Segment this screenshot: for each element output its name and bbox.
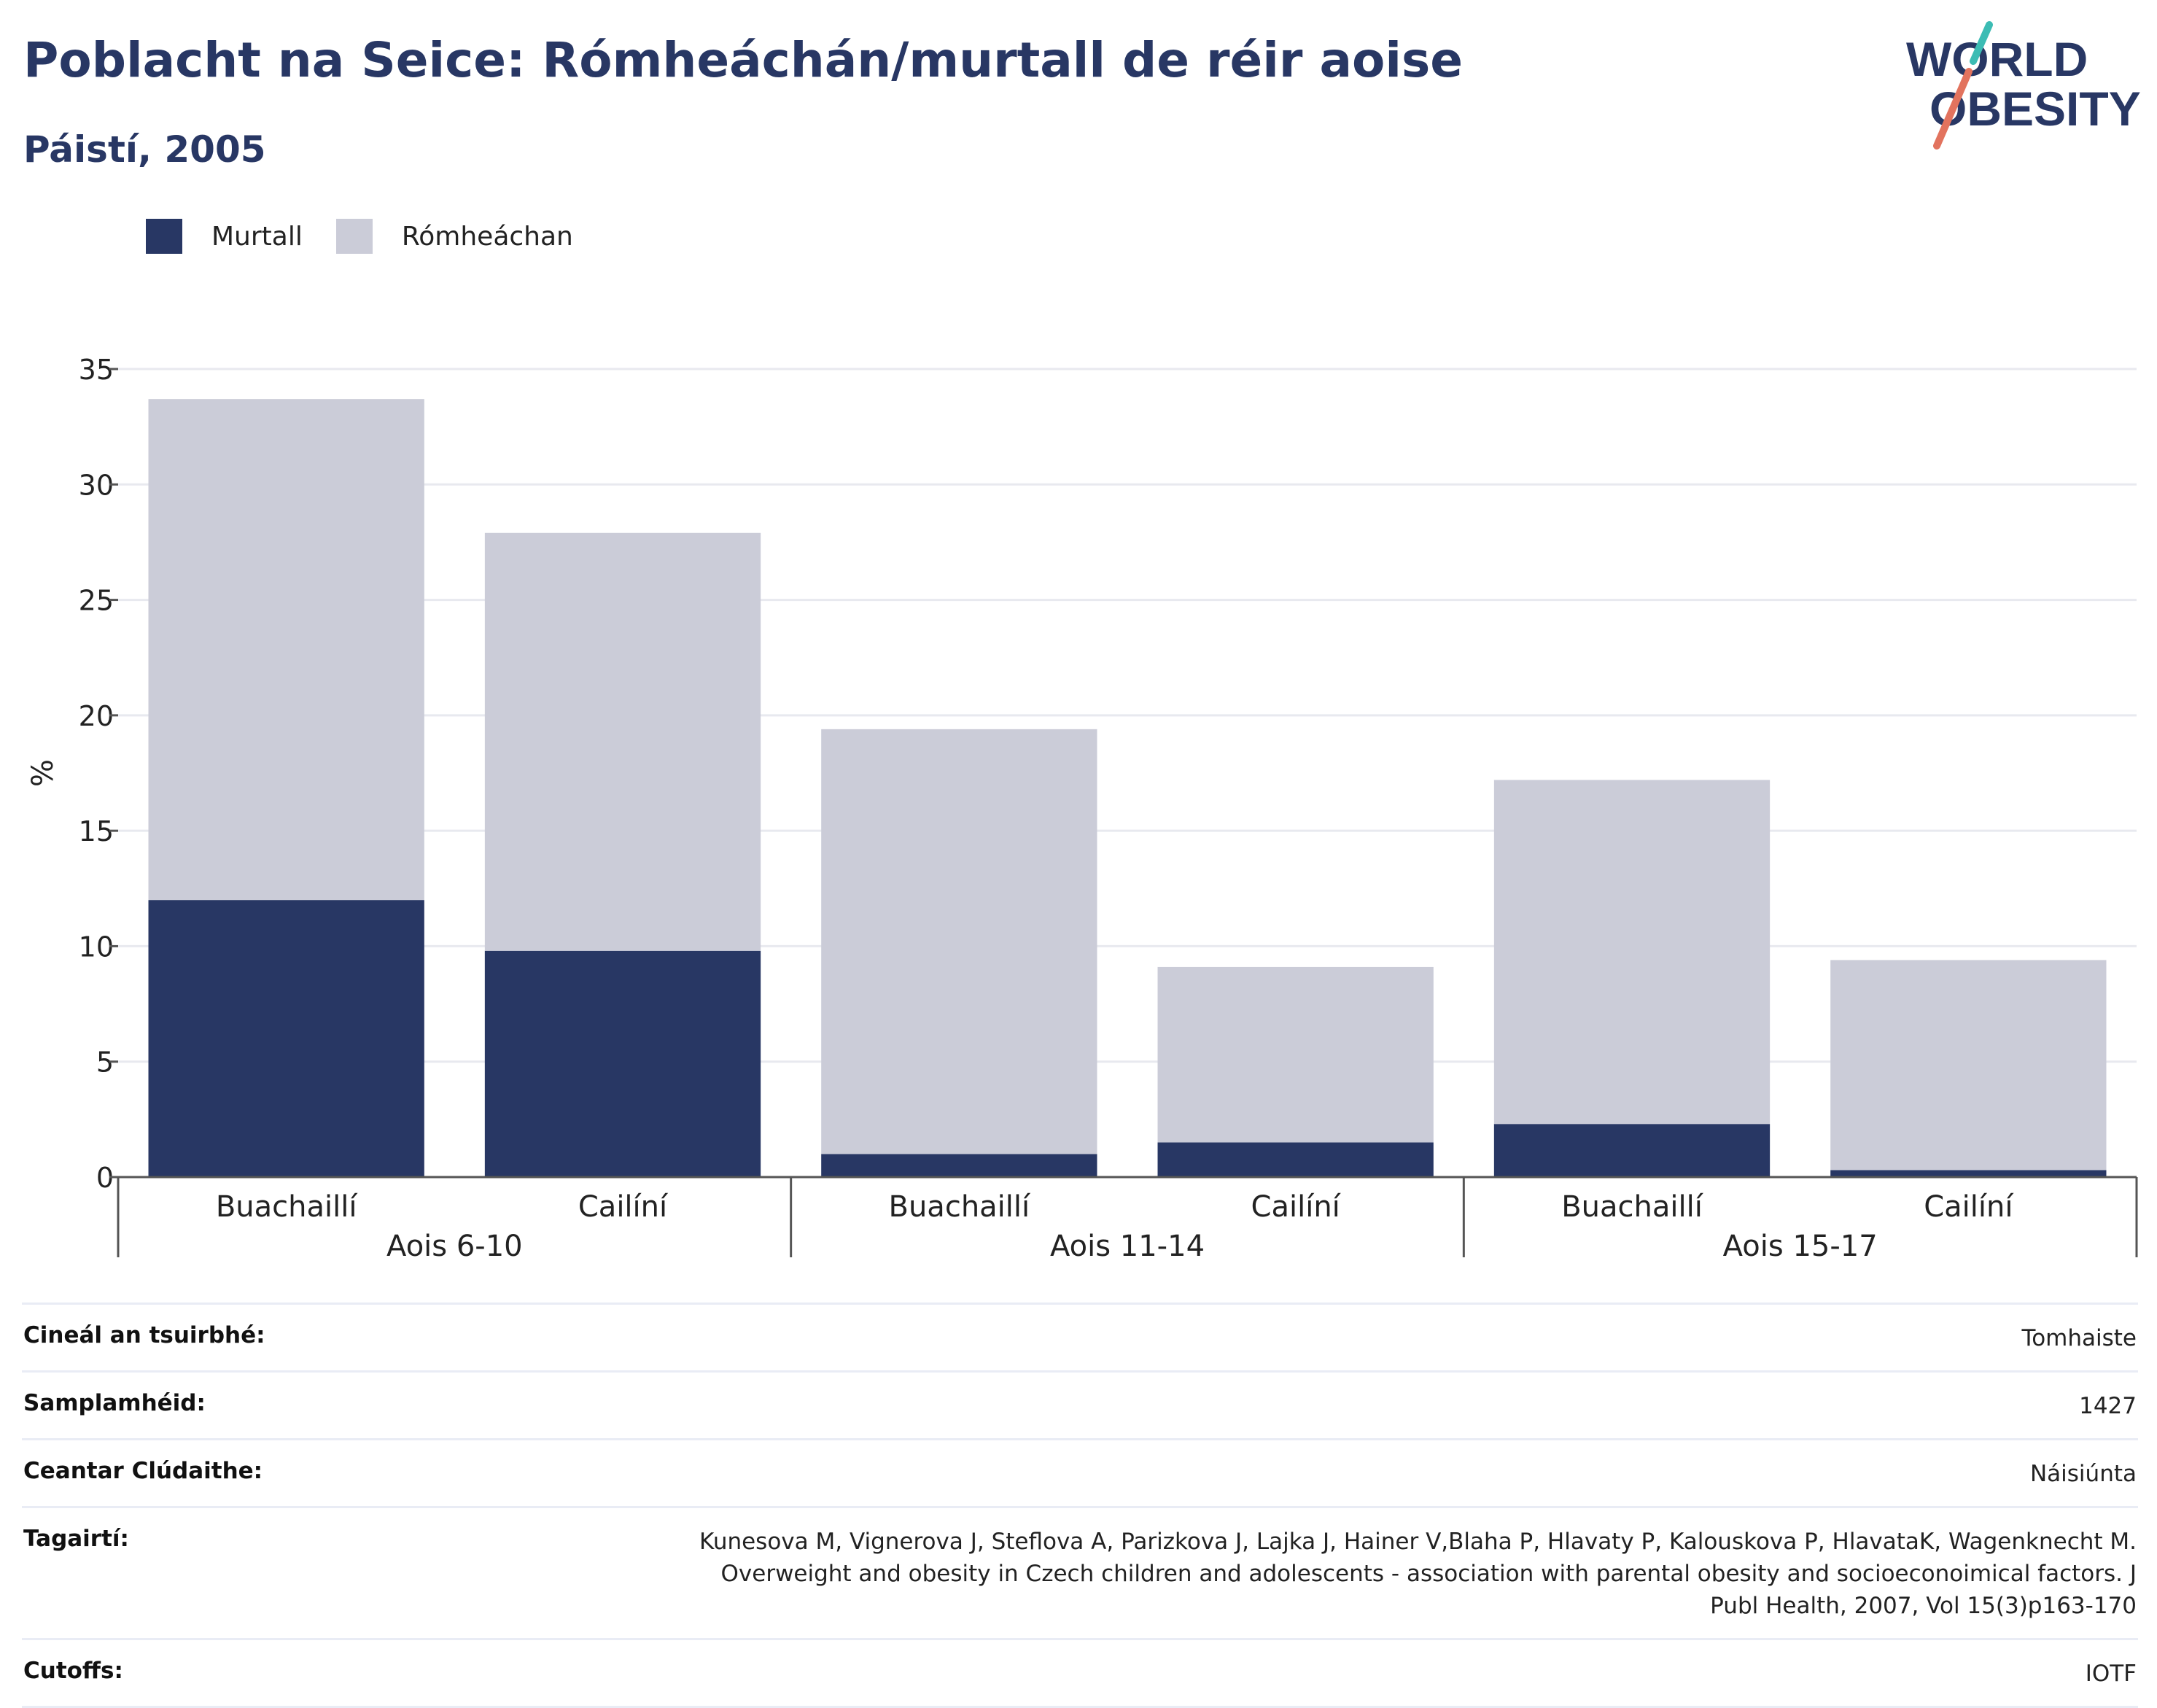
y-tick-label: 10: [79, 931, 114, 963]
info-value: 1427: [2079, 1393, 2137, 1419]
bar-romheachan: [1157, 966, 1434, 1143]
y-tick-label: 35: [79, 354, 114, 386]
info-row-cutoffs: Cutoffs: IOTF: [22, 1638, 2138, 1708]
group-label: Aois 15-17: [1723, 1230, 1878, 1263]
y-axis-label: %: [26, 759, 60, 787]
info-key: Cutoffs:: [23, 1658, 123, 1684]
world-obesity-logo: WORLD OBESITY: [1906, 21, 2141, 150]
bar-murtall: [821, 1154, 1097, 1177]
y-tick-label: 20: [79, 700, 114, 732]
survey-info-table: Cineál an tsuirbhé: Tomhaiste Samplamhéi…: [22, 1303, 2138, 1708]
bar-romheachan: [1830, 960, 2107, 1171]
legend-item-murtall[interactable]: Murtall: [146, 219, 303, 254]
info-row-area-covered: Ceantar Clúdaithe: Náisiúnta: [22, 1438, 2138, 1506]
bar-murtall: [1493, 1124, 1771, 1177]
chart-subtitle: Páistí, 2005: [23, 128, 266, 171]
info-value: IOTF: [2085, 1661, 2137, 1687]
y-tick-label: 30: [79, 469, 114, 501]
x-tick-label: Buachaillí: [216, 1190, 359, 1224]
chart-legend: Murtall Rómheáchan: [146, 217, 607, 255]
logo-text-world: WORLD: [1906, 32, 2088, 86]
group-label: Aois 11-14: [1050, 1230, 1205, 1263]
bar-murtall: [484, 950, 761, 1177]
x-tick-label: Cailíní: [1924, 1190, 2014, 1224]
info-key: Tagairtí:: [23, 1526, 129, 1552]
bar-murtall: [1830, 1170, 2107, 1177]
group-label: Aois 6-10: [386, 1230, 523, 1263]
logo-slash-coral: [1933, 68, 1973, 150]
bar-romheachan: [148, 399, 424, 901]
logo-slash-teal: [1970, 21, 1993, 65]
x-tick-label: Buachaillí: [1561, 1190, 1704, 1224]
info-key: Ceantar Clúdaithe:: [23, 1458, 263, 1484]
bar-romheachan: [1493, 780, 1771, 1125]
info-key: Samplamhéid:: [23, 1390, 206, 1416]
info-key: Cineál an tsuirbhé:: [23, 1322, 265, 1348]
legend-swatch-murtall: [146, 219, 182, 254]
legend-swatch-romheachan: [335, 219, 373, 254]
legend-item-romheachan[interactable]: Rómheáchan: [335, 219, 573, 254]
info-row-references: Tagairtí: Kunesova M, Vignerova J, Stefl…: [22, 1506, 2138, 1638]
logo-text-obesity: OBESITY: [1929, 82, 2141, 136]
info-row-survey-type: Cineál an tsuirbhé: Tomhaiste: [22, 1303, 2138, 1370]
info-value: Náisiúnta: [2029, 1461, 2137, 1487]
bar-romheachan: [821, 729, 1097, 1154]
info-value: Kunesova M, Vignerova J, Steflova A, Par…: [699, 1529, 2137, 1619]
legend-label-murtall: Murtall: [211, 221, 303, 252]
info-row-sample-size: Samplamhéid: 1427: [22, 1370, 2138, 1438]
legend-label-romheachan: Rómheáchan: [401, 221, 573, 252]
bar-murtall: [148, 900, 424, 1177]
info-value: Tomhaiste: [2021, 1325, 2137, 1351]
bar-murtall: [1157, 1142, 1434, 1177]
y-tick-label: 25: [79, 585, 114, 617]
bar-romheachan: [484, 532, 761, 951]
x-tick-label: Cailíní: [1251, 1190, 1342, 1224]
chart-title: Poblacht na Seice: Rómheáchán/murtall de…: [23, 32, 1464, 88]
x-tick-label: Cailíní: [578, 1190, 669, 1224]
x-tick-label: Buachaillí: [889, 1190, 1032, 1224]
y-tick-label: 15: [79, 815, 114, 847]
